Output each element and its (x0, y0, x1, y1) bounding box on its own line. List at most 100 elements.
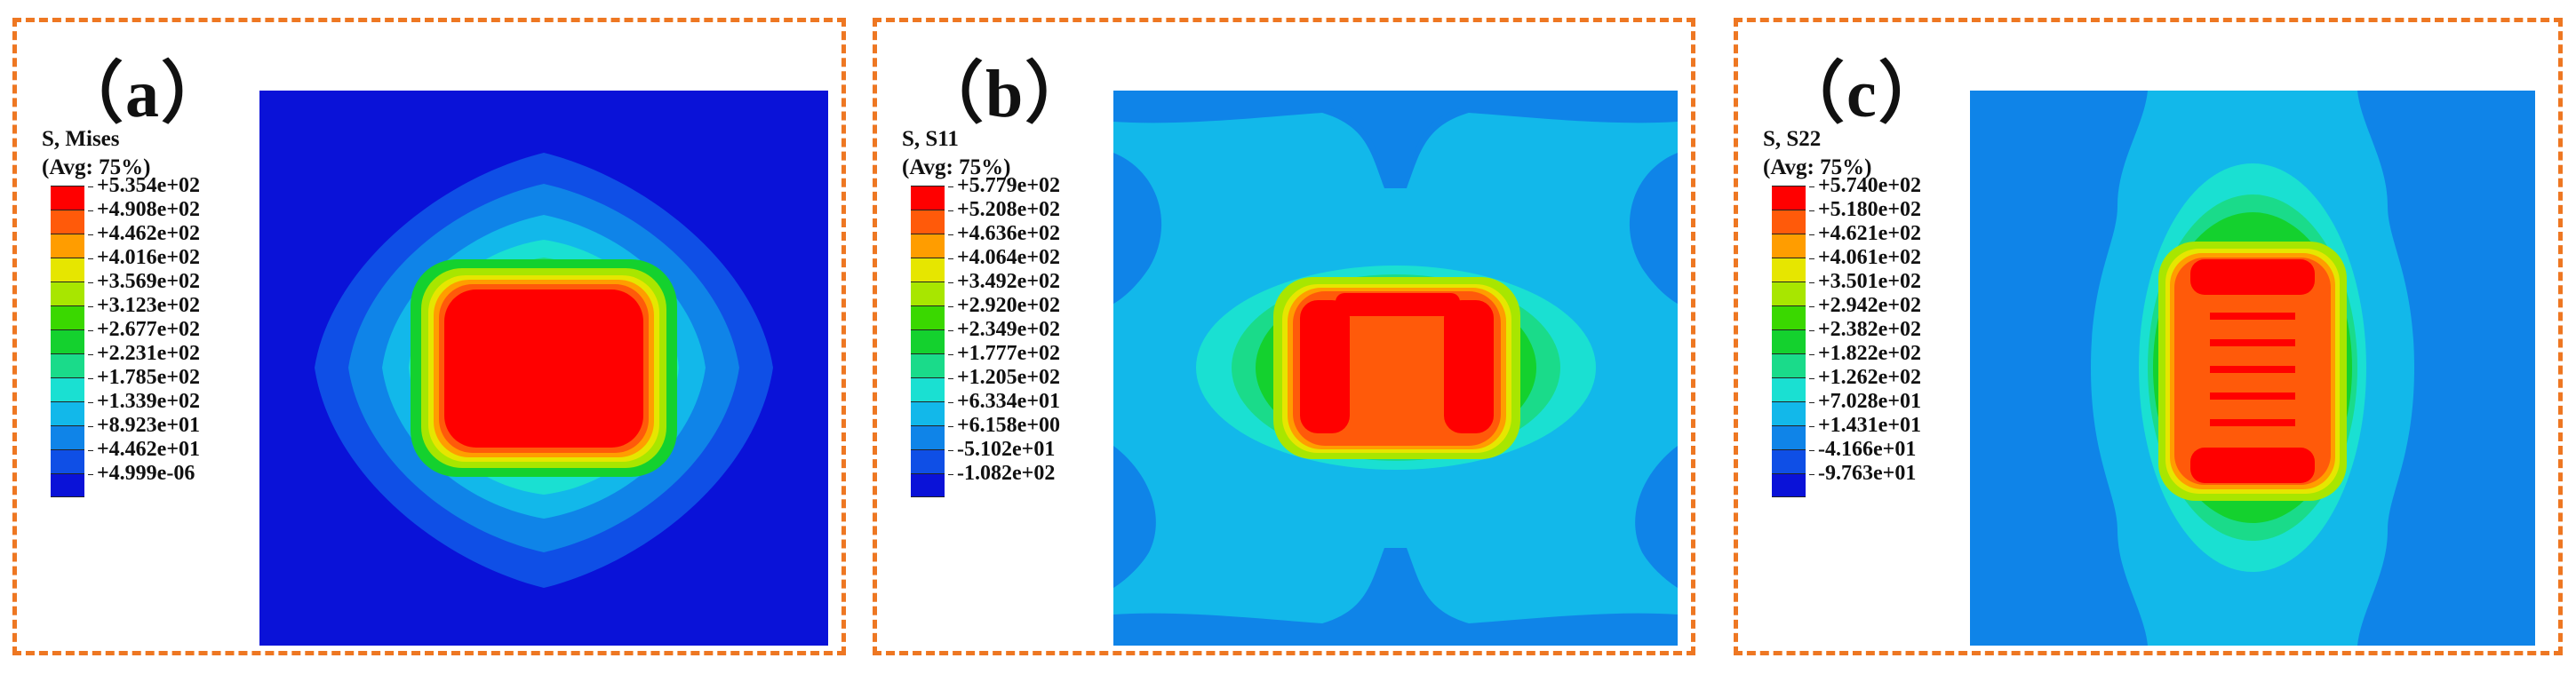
legend-tick-label: +4.462e+01 (88, 439, 200, 460)
legend-swatch (911, 401, 945, 425)
legend-swatch (51, 449, 84, 473)
panel-label: （c） (1777, 57, 1948, 131)
contour-peak (1336, 293, 1460, 316)
legend-swatch (1772, 258, 1806, 282)
legend-tick-label: -5.102e+01 (948, 439, 1055, 460)
contour-peak (444, 289, 643, 448)
legend-swatch (911, 353, 945, 377)
legend-swatch (911, 329, 945, 353)
legend-tick-label: +5.354e+02 (88, 175, 200, 196)
contour-peak (1444, 300, 1494, 433)
legend-tick-label: +1.431e+01 (1809, 415, 1921, 436)
contour-band (1113, 446, 1156, 588)
legend-swatch (1772, 186, 1806, 210)
legend-tick-label: +3.569e+02 (88, 271, 200, 292)
legend-swatch (911, 210, 945, 234)
contour-streak (2210, 366, 2295, 373)
legend-swatch (51, 353, 84, 377)
legend-swatch (911, 282, 945, 305)
legend-swatch (911, 234, 945, 258)
legend-swatch (911, 258, 945, 282)
stress-contour-plot (259, 91, 828, 646)
legend-tick-label: +1.785e+02 (88, 367, 200, 388)
legend-tick-label: +6.334e+01 (948, 391, 1060, 412)
legend-swatch (1772, 353, 1806, 377)
legend-tick-label: +2.920e+02 (948, 295, 1060, 316)
legend-title-line1: S, Mises (42, 127, 120, 151)
legend-swatch (1772, 449, 1806, 473)
legend-swatch (51, 473, 84, 497)
contour-band (1331, 108, 1460, 175)
legend-title-line1: S, S22 (1763, 127, 1822, 151)
color-legend-bar (911, 186, 945, 497)
legend-tick-label: +4.621e+02 (1809, 223, 1921, 244)
contour-streak (2210, 313, 2295, 320)
legend-tick-label: +5.208e+02 (948, 199, 1060, 220)
panel-b: （b） S, S11 (Avg: 75%) +5.779e+02 +5.208e+… (873, 18, 1695, 655)
contour-peak (1300, 300, 1350, 433)
legend-tick-label: +2.942e+02 (1809, 295, 1921, 316)
legend-tick-label: +3.492e+02 (948, 271, 1060, 292)
legend-tick-label: +4.636e+02 (948, 223, 1060, 244)
legend-tick-label: -1.082e+02 (948, 463, 1055, 484)
legend-tick-label: +1.822e+02 (1809, 343, 1921, 364)
legend-swatch (51, 425, 84, 449)
color-legend-bar (1772, 186, 1806, 497)
legend-swatch (51, 329, 84, 353)
legend-tick-label: +2.677e+02 (88, 319, 200, 340)
legend-swatch (51, 401, 84, 425)
legend-tick-label: +1.205e+02 (948, 367, 1060, 388)
legend-swatch (1772, 282, 1806, 305)
legend-tick-label: +2.349e+02 (948, 319, 1060, 340)
contour-peak (2190, 448, 2315, 483)
legend-tick-label: +4.908e+02 (88, 199, 200, 220)
legend-tick-label: +1.262e+02 (1809, 367, 1921, 388)
contour-streak (2210, 393, 2295, 400)
stress-contour-plot (1113, 91, 1678, 646)
contour-band (1629, 153, 1678, 304)
legend-tick-label: +8.923e+01 (88, 415, 200, 436)
legend-swatch (51, 305, 84, 329)
legend-swatch (1772, 210, 1806, 234)
legend-tick-label: +5.180e+02 (1809, 199, 1921, 220)
legend-tick-label: +5.779e+02 (948, 175, 1060, 196)
legend-tick-label: +1.339e+02 (88, 391, 200, 412)
legend-tick-label: +7.028e+01 (1809, 391, 1921, 412)
legend-swatch (911, 305, 945, 329)
contour-band (1635, 446, 1678, 588)
panel-label: （a） (56, 57, 230, 131)
legend-tick-label: +1.777e+02 (948, 343, 1060, 364)
contour-streak (2210, 339, 2295, 346)
legend-tick-label: +6.158e+00 (948, 415, 1060, 436)
legend-tick-label: -4.166e+01 (1809, 439, 1916, 460)
legend-swatch (1772, 425, 1806, 449)
panel-c: （c） S, S22 (Avg: 75%) +5.740e+02 +5.180e+… (1734, 18, 2563, 655)
legend-tick-label: +3.123e+02 (88, 295, 200, 316)
legend-swatch (911, 449, 945, 473)
legend-swatch (911, 473, 945, 497)
legend-swatch (911, 425, 945, 449)
contour-peak (2190, 259, 2315, 295)
panel-a: （a） S, Mises (Avg: 75%) +5.354e+02 +4.908… (12, 18, 846, 655)
legend-swatch (911, 186, 945, 210)
legend-swatch (911, 377, 945, 401)
legend-swatch (51, 258, 84, 282)
legend-swatch (1772, 305, 1806, 329)
legend-tick-label: +4.061e+02 (1809, 247, 1921, 268)
legend-swatch (1772, 473, 1806, 497)
legend-tick-label: +5.740e+02 (1809, 175, 1921, 196)
legend-tick-label: +4.064e+02 (948, 247, 1060, 268)
color-legend-bar (51, 186, 84, 497)
legend-swatch (1772, 329, 1806, 353)
legend-tick-label: +3.501e+02 (1809, 271, 1921, 292)
legend-swatch (1772, 401, 1806, 425)
legend-swatch (51, 186, 84, 210)
legend-tick-label: +2.382e+02 (1809, 319, 1921, 340)
legend-tick-label: +4.016e+02 (88, 247, 200, 268)
contour-band (1113, 153, 1162, 304)
stress-contour-plot (1970, 91, 2535, 646)
legend-swatch (51, 210, 84, 234)
legend-swatch (51, 234, 84, 258)
contour-streak (2210, 419, 2295, 426)
legend-tick-label: -9.763e+01 (1809, 463, 1916, 484)
